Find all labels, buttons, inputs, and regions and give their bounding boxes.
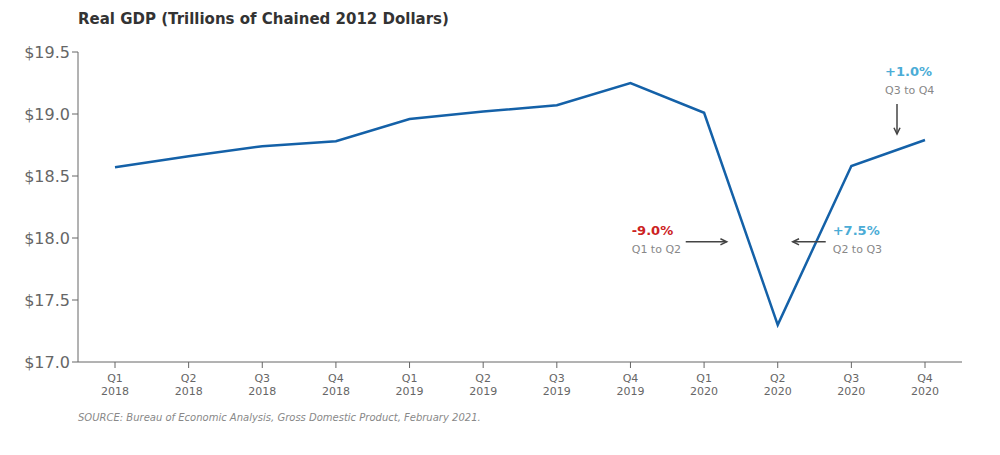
svg-text:Q12020: Q12020 — [690, 372, 718, 398]
svg-text:Q32018: Q32018 — [248, 372, 276, 398]
svg-text:$19.0: $19.0 — [24, 105, 70, 124]
svg-text:Q32019: Q32019 — [543, 372, 571, 398]
svg-text:$17.5: $17.5 — [24, 291, 70, 310]
svg-text:Q22018: Q22018 — [175, 372, 203, 398]
svg-text:Q42019: Q42019 — [616, 372, 644, 398]
svg-text:Q12019: Q12019 — [396, 372, 424, 398]
svg-text:Q3 to Q4: Q3 to Q4 — [885, 84, 934, 97]
svg-text:$19.5: $19.5 — [24, 43, 70, 62]
html-text:Real GDP (Trillions of Chained: Real GDP (Trillions of Chained 2012 Doll… — [78, 10, 449, 28]
svg-text:Q12018: Q12018 — [101, 372, 129, 398]
svg-text:+1.0%: +1.0% — [885, 64, 932, 79]
svg-text:Q22019: Q22019 — [469, 372, 497, 398]
svg-text:$18.0: $18.0 — [24, 229, 70, 248]
svg-text:Q1 to Q2: Q1 to Q2 — [632, 243, 681, 256]
svg-text:Q42020: Q42020 — [911, 372, 939, 398]
html-text:SOURCE: Bureau of Economic Ana: SOURCE: Bureau of Economic Analysis, Gro… — [78, 412, 481, 423]
svg-text:Q2 to Q3: Q2 to Q3 — [833, 243, 882, 256]
svg-text:$17.0: $17.0 — [24, 353, 70, 372]
svg-text:$18.5: $18.5 — [24, 167, 70, 186]
svg-text:-9.0%: -9.0% — [632, 223, 673, 238]
svg-text:+7.5%: +7.5% — [833, 223, 880, 238]
svg-text:Q42018: Q42018 — [322, 372, 350, 398]
svg-text:Q32020: Q32020 — [837, 372, 865, 398]
svg-text:Q22020: Q22020 — [764, 372, 792, 398]
